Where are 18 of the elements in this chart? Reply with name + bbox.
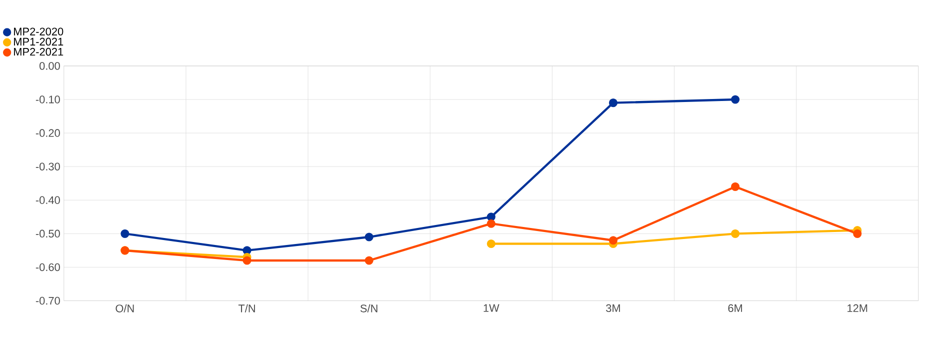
y-tick-label: -0.10 bbox=[36, 96, 60, 104]
y-tick-label: -0.20 bbox=[36, 129, 60, 138]
y-tick-label: 0.00 bbox=[40, 62, 60, 70]
x-tick-label: S/N bbox=[360, 304, 378, 313]
y-tick-label: -0.70 bbox=[36, 297, 60, 305]
x-tick-label: 1W bbox=[484, 304, 500, 312]
y-tick-label: -0.40 bbox=[36, 196, 60, 204]
x-tick-label: 3M bbox=[606, 304, 620, 312]
x-tick-label: 6M bbox=[728, 304, 742, 312]
y-tick-label: -0.50 bbox=[36, 230, 60, 238]
legend-label: MP2-2020 bbox=[14, 28, 64, 36]
legend-label: MP2-2021 bbox=[14, 48, 64, 56]
x-tick-label: T/N bbox=[238, 304, 255, 313]
y-tick-label: -0.60 bbox=[36, 264, 60, 272]
x-tick-label: 12M bbox=[848, 304, 868, 312]
legend-label: MP1-2021 bbox=[14, 38, 64, 46]
x-tick-label: O/N bbox=[116, 304, 134, 313]
y-tick-label: -0.30 bbox=[36, 162, 60, 171]
